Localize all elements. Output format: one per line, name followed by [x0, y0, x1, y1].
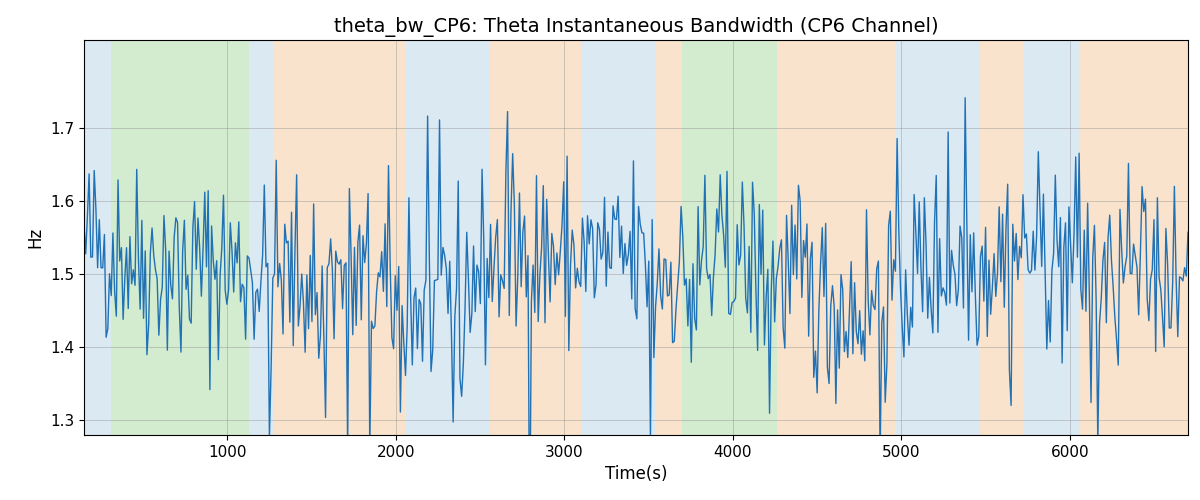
Bar	[581, 40, 655, 435]
Bar	[406, 40, 491, 435]
Bar	[1080, 40, 1188, 435]
Bar	[776, 40, 896, 435]
X-axis label: Time(s): Time(s)	[605, 466, 667, 483]
Bar	[655, 40, 683, 435]
Bar	[250, 40, 275, 435]
Bar	[275, 40, 406, 435]
Bar	[1022, 40, 1080, 435]
Title: theta_bw_CP6: Theta Instantaneous Bandwidth (CP6 Channel): theta_bw_CP6: Theta Instantaneous Bandwi…	[334, 16, 938, 36]
Y-axis label: Hz: Hz	[26, 227, 44, 248]
Bar	[110, 40, 250, 435]
Bar	[84, 40, 110, 435]
Bar	[896, 40, 979, 435]
Bar	[979, 40, 1022, 435]
Bar	[491, 40, 581, 435]
Bar	[683, 40, 776, 435]
